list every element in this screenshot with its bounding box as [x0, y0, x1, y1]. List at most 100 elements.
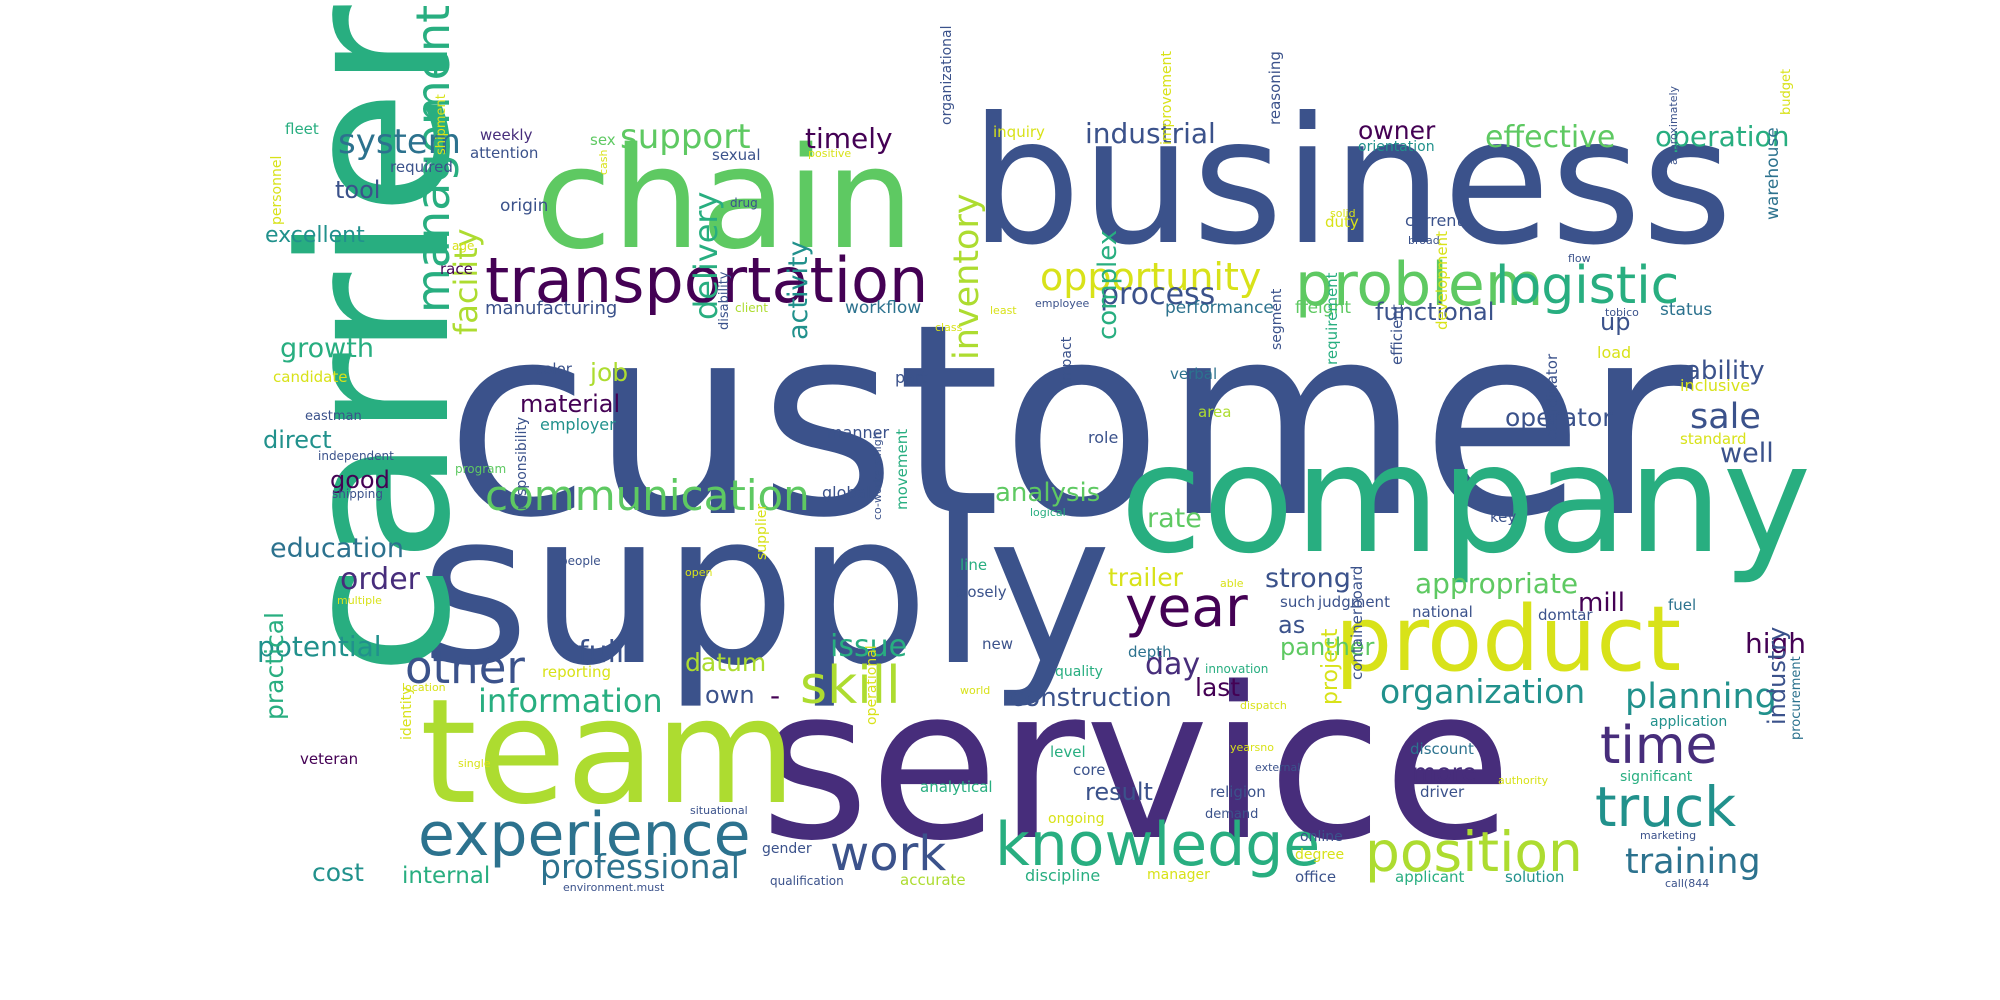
word-support: support	[620, 117, 751, 157]
word-organizational: organizational	[939, 25, 955, 125]
word-customer: customer	[445, 268, 1693, 576]
word-impact: impact	[1059, 336, 1075, 385]
word-construction: construction	[1010, 683, 1172, 713]
word-driver: driver	[1420, 783, 1465, 801]
word-tool: tool	[335, 176, 381, 204]
word-professional: professional	[540, 847, 740, 886]
word-effective: effective	[1485, 120, 1616, 155]
word-manager: manager	[1147, 867, 1210, 883]
word-independent: independent	[318, 449, 394, 463]
word-other: other	[405, 641, 525, 694]
word-year: year	[1125, 575, 1248, 639]
word-communication: communication	[485, 471, 810, 520]
word-race: race	[440, 260, 473, 278]
word-disability: disability	[717, 271, 732, 330]
word-sexual: sexual	[712, 146, 761, 164]
word-business: business	[970, 81, 1733, 284]
word-judgment: judgment	[1318, 593, 1390, 611]
word-orientation: orientation	[1358, 139, 1435, 155]
word-timely: timely	[805, 122, 893, 155]
word-functional: functional	[1375, 298, 1495, 326]
word-solid: solid	[1330, 207, 1356, 220]
word-logical: logical	[1030, 506, 1066, 519]
word-issue: issue	[830, 629, 908, 664]
word-multiple: multiple	[337, 594, 382, 607]
word-mill: mill	[1578, 588, 1625, 618]
word-skill: skill	[800, 656, 901, 716]
word-direct: direct	[263, 426, 332, 454]
word-status: status	[1660, 300, 1713, 320]
word-core: core	[1073, 761, 1106, 779]
word-reporting: reporting	[542, 663, 612, 681]
word-appropriate: appropriate	[1415, 567, 1579, 600]
word-responsibility: responsibility	[514, 416, 530, 510]
word-product: product	[1335, 587, 1682, 692]
word-more: more	[1412, 758, 1477, 787]
word-tobico: tobico	[1605, 306, 1639, 319]
word-coordinator: coordinator	[1543, 353, 1561, 440]
word-information: information	[478, 682, 663, 720]
word-approximately: approximately	[1667, 85, 1680, 165]
word-demand: demand	[1205, 807, 1259, 822]
word-location: location	[402, 681, 446, 694]
word-attention: attention	[470, 144, 539, 162]
word-process: process	[1100, 277, 1216, 312]
word-good: good	[330, 466, 390, 494]
word-problem: problem	[1295, 250, 1544, 320]
word-gender: gender	[762, 841, 812, 857]
word-knowledge: knowledge	[995, 810, 1321, 880]
word-ability: ability	[1685, 356, 1765, 386]
word-employer: employer	[540, 415, 616, 434]
word-trailer: trailer	[1108, 563, 1183, 592]
word-transportation: transportation	[485, 244, 929, 317]
word-origin: origin	[500, 196, 549, 216]
word-cost: cost	[312, 858, 364, 887]
word-workflow: workflow	[845, 298, 922, 318]
word-own: own	[705, 681, 755, 709]
word-part: part	[895, 368, 928, 387]
word-manner: manner	[827, 423, 890, 442]
word-procurement: procurement	[1789, 656, 1804, 740]
word-sex: sex	[590, 131, 616, 149]
word-inventory: inventory	[947, 193, 987, 360]
word-complex: complex	[1093, 229, 1123, 340]
word-client: client	[735, 301, 768, 315]
word-panther: panther	[1280, 633, 1375, 661]
word-rate: rate	[1147, 503, 1202, 534]
word-online: online	[1300, 829, 1343, 845]
word-load: load	[1597, 343, 1632, 362]
word-closely: closely	[955, 583, 1007, 601]
word-strong: strong	[1265, 563, 1351, 594]
word-development: development	[1433, 231, 1451, 330]
word-inclusive: inclusive	[1680, 376, 1751, 395]
word-external: external	[1255, 761, 1301, 774]
word-activity: activity	[783, 240, 814, 340]
word-broad: broad	[1408, 234, 1440, 247]
word-standard: standard	[1680, 430, 1747, 448]
word-call-844: call(844	[1665, 877, 1710, 890]
word-yearsno: yearsno	[1230, 741, 1274, 754]
word-level: level	[1050, 743, 1086, 761]
word-owner: owner	[1358, 116, 1436, 145]
word-religion: religion	[1210, 783, 1266, 801]
word-operational: operational	[864, 645, 880, 725]
word-order: order	[340, 562, 420, 597]
word-application: application	[1650, 714, 1728, 730]
word-work: work	[830, 826, 947, 882]
word-discipline: discipline	[1025, 866, 1101, 885]
word-world: world	[960, 684, 991, 697]
word-key: key	[1490, 508, 1517, 526]
word-degree: degree	[1295, 847, 1345, 863]
word-company: company	[1120, 413, 1812, 587]
word-least: least	[990, 304, 1017, 317]
word-applicant: applicant	[1395, 868, 1465, 886]
word-analysis: analysis	[995, 478, 1101, 508]
word-reasoning: reasoning	[1266, 51, 1284, 125]
word-dispatch: dispatch	[1240, 699, 1287, 712]
word-operator: operator	[1505, 403, 1613, 432]
word-co-workers-high: co-workers.high	[871, 432, 884, 520]
word-budget: budget	[1779, 68, 1794, 115]
word-fleet: fleet	[285, 120, 319, 138]
word-solution: solution	[1505, 868, 1565, 886]
